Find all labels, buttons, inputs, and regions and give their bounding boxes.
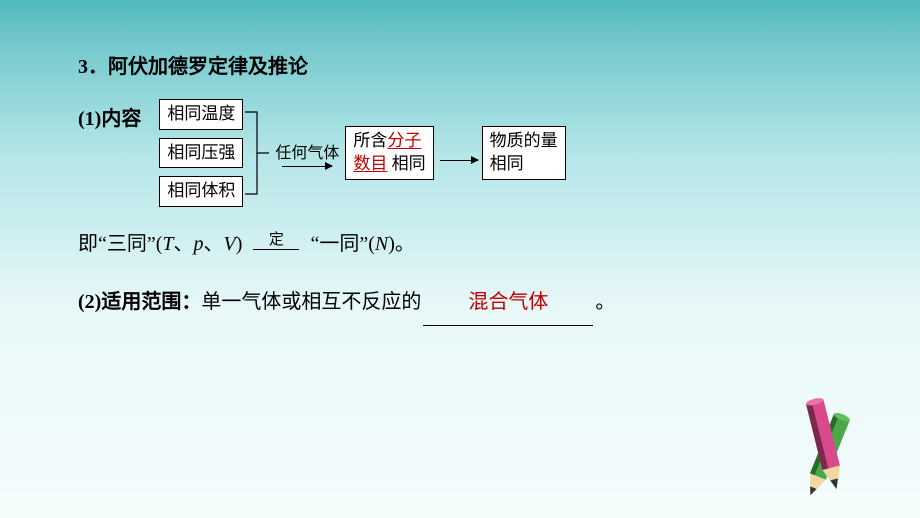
over-arrow: 定 xyxy=(253,233,299,250)
box-volume: 相同体积 xyxy=(159,176,243,207)
arrow-2 xyxy=(440,160,478,161)
pencils-icon xyxy=(772,398,902,508)
arrow-line-icon xyxy=(253,249,299,250)
heading: 3．阿伏加德罗定律及推论 xyxy=(78,48,860,86)
diagram: 相同温度 相同压强 相同体积 任何气体 所含分子 数目 相同 xyxy=(159,96,565,208)
arrow-icon xyxy=(440,160,478,161)
blank-answer: 混合气体 xyxy=(423,280,593,326)
section1-label: (1)内容 xyxy=(78,96,141,138)
para-scope: (2)适用范围：单一气体或相互不反应的混合气体。 xyxy=(78,280,860,326)
bracket-icon xyxy=(243,98,271,208)
box-amount-substance: 物质的量 相同 xyxy=(482,126,566,180)
box-pressure: 相同压强 xyxy=(159,138,243,169)
box-molecule-count: 所含分子 数目 相同 xyxy=(345,126,433,180)
arrow-any-gas: 任何气体 xyxy=(275,139,339,166)
para-three-same: 即“三同”(T、p、V) 定 “一同”(N)。 xyxy=(78,222,860,266)
box-temp: 相同温度 xyxy=(159,99,243,130)
arrow-icon xyxy=(282,166,332,167)
